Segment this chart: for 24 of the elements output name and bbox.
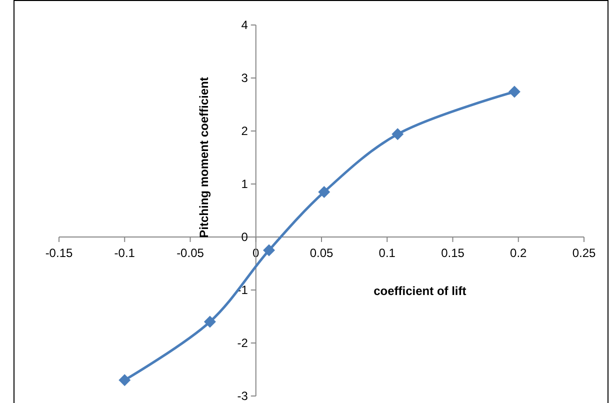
x-axis-title: coefficient of lift xyxy=(374,284,466,298)
x-tick-label: 0.2 xyxy=(510,246,528,260)
y-tick-label: -2 xyxy=(237,336,248,350)
point xyxy=(204,316,216,328)
y-tick-label: 4 xyxy=(241,18,248,32)
point xyxy=(392,128,404,140)
y-axis-title: Pitching moment coefficient xyxy=(196,77,211,238)
point xyxy=(508,86,520,98)
y-tick-label: 2 xyxy=(241,124,248,138)
x-tick-label: -0.15 xyxy=(45,246,73,260)
y-tick-label: 1 xyxy=(241,177,248,191)
y-tick-label: -3 xyxy=(237,389,248,403)
x-tick-label: 0.15 xyxy=(441,246,465,260)
point xyxy=(118,374,131,386)
x-tick-label: 0.25 xyxy=(572,246,596,260)
point xyxy=(318,186,330,198)
y-tick-label: -1 xyxy=(237,283,248,297)
point xyxy=(263,244,275,256)
x-tick-label: 0.1 xyxy=(378,246,396,260)
x-tick-label: 0.05 xyxy=(310,246,334,260)
y-tick-label: 0 xyxy=(241,230,248,244)
y-tick-label: 3 xyxy=(241,71,248,85)
x-tick-label: -0.1 xyxy=(114,246,136,260)
x-tick-label: -0.05 xyxy=(176,246,204,260)
